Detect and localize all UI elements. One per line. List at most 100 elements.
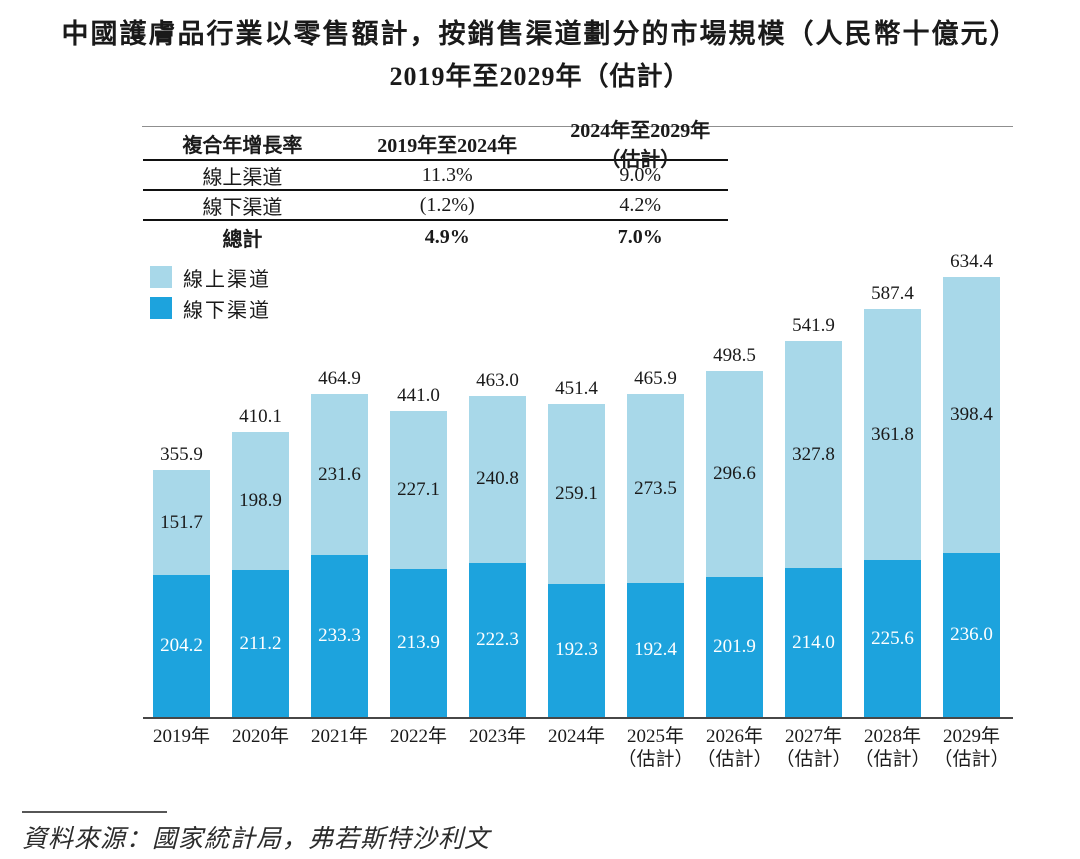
x-tick-year: 2023年 <box>468 726 526 747</box>
online-value-label: 398.4 <box>950 403 993 425</box>
x-tick-label: 2028年 （估計） <box>847 725 939 771</box>
bar-group: 541.9 327.8 214.0 <box>785 315 842 717</box>
online-value-label: 361.8 <box>871 423 914 445</box>
offline-value-label: 222.3 <box>476 628 519 650</box>
online-value-label: 273.5 <box>634 477 677 499</box>
x-tick-note: （估計） <box>775 749 852 770</box>
online-value-label: 327.8 <box>792 443 835 465</box>
bar-group: 587.4 361.8 225.6 <box>864 283 921 717</box>
table-cell-cagr-2019-2024: 11.3% <box>421 163 473 186</box>
x-axis-line <box>143 717 1013 719</box>
online-value-label: 259.1 <box>555 482 598 504</box>
offline-value-label: 214.0 <box>792 631 835 653</box>
x-tick-year: 2021年 <box>310 726 368 747</box>
bar-total-label: 465.9 <box>634 367 677 389</box>
online-value-label: 151.7 <box>160 511 203 533</box>
page-title: 中國護膚品行業以零售額計，按銷售渠道劃分的市場規模（人民幣十億元） <box>61 19 1019 49</box>
x-tick-label: 2022年 <box>373 725 465 748</box>
offline-value-label: 201.9 <box>713 635 756 657</box>
x-tick-note: （估計） <box>617 749 694 770</box>
bar-total-label: 451.4 <box>555 377 598 399</box>
x-tick-note: （估計） <box>854 749 931 770</box>
x-tick-label: 2027年 （估計） <box>768 725 860 771</box>
offline-value-label: 204.2 <box>160 635 203 657</box>
bar-segment-online: 273.5 <box>627 393 684 584</box>
bar-segment-online: 151.7 <box>153 470 210 576</box>
bar-total-label: 464.9 <box>318 368 361 390</box>
table-header-cell: 複合年增長率 <box>182 134 303 157</box>
bar-group: 634.4 398.4 236.0 <box>943 251 1000 717</box>
bar-segment-offline: 213.9 <box>390 568 447 717</box>
offline-value-label: 213.9 <box>397 631 440 653</box>
bar-segment-offline: 225.6 <box>864 560 921 717</box>
bar-total-label: 498.5 <box>713 345 756 367</box>
table-cell-label: 線下渠道 <box>202 196 283 219</box>
bar-segment-online: 296.6 <box>706 371 763 577</box>
bar-segment-offline: 192.4 <box>627 583 684 717</box>
table-row: 總計 4.9% 7.0% <box>143 221 728 254</box>
table-header-cell: 2024年至2029年（估計） <box>570 120 711 171</box>
offline-value-label: 211.2 <box>239 632 282 654</box>
table-header-cell: 2019年至2024年 <box>377 134 518 157</box>
bar-group: 355.9 151.7 204.2 <box>153 444 210 717</box>
bar-segment-online: 240.8 <box>469 395 526 563</box>
x-tick-label: 2023年 <box>452 725 544 748</box>
legend-item: 線下渠道 <box>150 297 271 322</box>
x-tick-year: 2028年 <box>863 726 921 747</box>
x-tick-year: 2029年 <box>942 726 1000 747</box>
bar-total-label: 441.0 <box>397 384 440 406</box>
table-row: 線下渠道 (1.2%) 4.2% <box>143 191 728 221</box>
legend-item: 線上渠道 <box>150 266 271 291</box>
offline-value-label: 233.3 <box>318 625 361 647</box>
legend-swatch <box>150 297 172 319</box>
table-cell-cagr-2019-2024: (1.2%) <box>419 193 475 216</box>
bar-plot: 355.9 151.7 204.2 410.1 198.9 211.2 464.9 231.6… <box>143 251 1013 717</box>
bar-segment-offline: 222.3 <box>469 562 526 717</box>
table-row: 線上渠道 11.3% 9.0% <box>143 161 728 191</box>
bar-group: 410.1 198.9 211.2 <box>232 406 289 717</box>
bar-segment-offline: 192.3 <box>548 583 605 717</box>
bar-group: 451.4 259.1 192.3 <box>548 378 605 717</box>
bar-group: 441.0 227.1 213.9 <box>390 385 447 717</box>
x-tick-label: 2019年 <box>136 725 228 748</box>
x-tick-year: 2019年 <box>152 726 210 747</box>
bar-group: 465.9 273.5 192.4 <box>627 368 684 717</box>
legend-swatch <box>150 266 172 288</box>
online-value-label: 240.8 <box>476 468 519 490</box>
table-cell-label: 總計 <box>222 229 263 251</box>
online-value-label: 227.1 <box>397 478 440 500</box>
x-tick-label: 2021年 <box>294 725 386 748</box>
bar-total-label: 541.9 <box>792 315 835 336</box>
bar-segment-online: 227.1 <box>390 410 447 569</box>
bar-group: 464.9 231.6 233.3 <box>311 368 368 717</box>
online-value-label: 198.9 <box>239 490 282 512</box>
bar-segment-online: 259.1 <box>548 403 605 584</box>
bar-total-label: 355.9 <box>160 444 203 466</box>
table-cell-cagr-2019-2024: 4.9% <box>424 226 470 248</box>
x-tick-year: 2024年 <box>547 726 605 747</box>
source-note: 資料來源：國家統計局，弗若斯特沙利文 <box>22 826 491 853</box>
source-rule <box>22 811 167 813</box>
bar-total-label: 410.1 <box>239 406 282 428</box>
table-cell-label: 線上渠道 <box>202 166 283 189</box>
table-cell-cagr-2024-2029: 4.2% <box>619 193 662 216</box>
offline-value-label: 192.4 <box>634 639 677 661</box>
offline-value-label: 236.0 <box>950 624 993 646</box>
x-tick-year: 2025年 <box>626 726 684 747</box>
x-tick-label: 2024年 <box>531 725 623 748</box>
table-header-row: 複合年增長率 2019年至2024年 2024年至2029年（估計） <box>143 120 728 171</box>
online-value-label: 231.6 <box>318 463 361 485</box>
x-tick-note: （估計） <box>933 749 1010 770</box>
online-value-label: 296.6 <box>713 462 756 484</box>
offline-value-label: 192.3 <box>555 639 598 661</box>
bar-segment-offline: 211.2 <box>232 570 289 717</box>
x-tick-year: 2022年 <box>389 726 447 747</box>
bar-total-label: 634.4 <box>950 250 993 272</box>
top-rule <box>142 126 1013 127</box>
bar-segment-online: 327.8 <box>785 341 842 569</box>
bar-total-label: 463.0 <box>476 369 519 391</box>
x-tick-year: 2026年 <box>705 726 763 747</box>
x-tick-label: 2020年 <box>215 725 307 748</box>
cagr-table: 複合年增長率 2019年至2024年 2024年至2029年（估計） 線上渠道 11.3… <box>143 120 728 254</box>
